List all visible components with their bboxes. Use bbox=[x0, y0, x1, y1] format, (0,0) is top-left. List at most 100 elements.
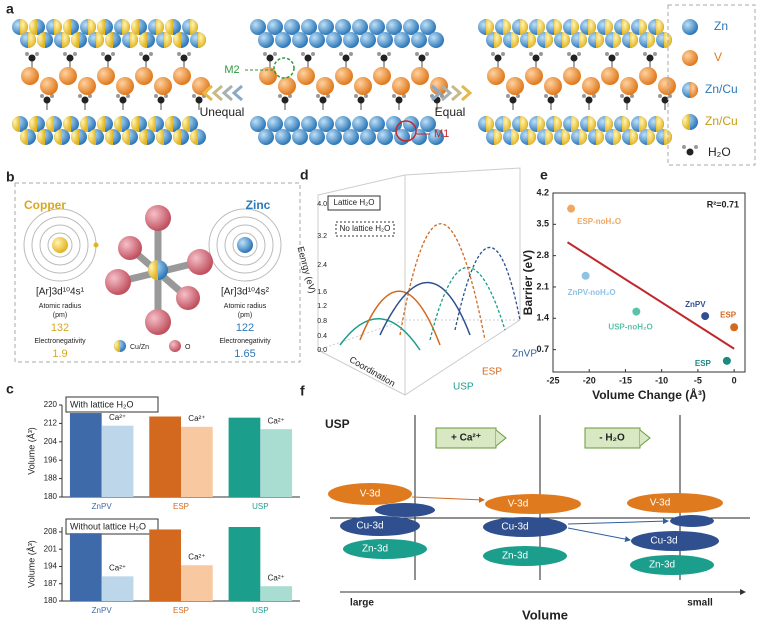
chevron bbox=[451, 84, 463, 102]
atom-half bbox=[571, 19, 579, 35]
curve bbox=[359, 290, 441, 346]
chevron bbox=[221, 84, 233, 102]
bar-annotation: Ca²⁺ bbox=[268, 573, 285, 582]
atom bbox=[258, 32, 274, 48]
tick-label: 1.2 bbox=[317, 303, 327, 310]
h bbox=[516, 94, 520, 98]
atom-v bbox=[354, 77, 372, 95]
y-tick-label: 201 bbox=[44, 544, 58, 553]
atom-half bbox=[545, 32, 553, 48]
atom bbox=[403, 19, 419, 35]
atom-half bbox=[28, 32, 36, 48]
h bbox=[392, 94, 396, 98]
atom-v bbox=[544, 77, 562, 95]
o bbox=[418, 54, 426, 62]
atom-half bbox=[579, 32, 587, 48]
property-value: 122 bbox=[236, 322, 254, 334]
bar-annotation: Ca²⁺ bbox=[109, 563, 126, 572]
point-label: ESP bbox=[695, 359, 712, 368]
atom-half bbox=[613, 129, 621, 145]
atom-half bbox=[537, 19, 545, 35]
panel-label: f bbox=[300, 383, 305, 399]
x-tick-label: ESP bbox=[173, 606, 189, 615]
h bbox=[126, 94, 130, 98]
h bbox=[425, 52, 429, 56]
shell bbox=[208, 208, 282, 282]
h bbox=[668, 94, 672, 98]
curve bbox=[399, 223, 486, 341]
atom-half bbox=[46, 116, 54, 132]
y-tick-label: 2.1 bbox=[536, 281, 549, 291]
orbital bbox=[630, 555, 714, 575]
shell bbox=[31, 216, 89, 274]
shell bbox=[216, 216, 274, 274]
y-tick-label: 0.7 bbox=[536, 344, 549, 354]
atom-half bbox=[528, 32, 536, 48]
legend-swatch bbox=[169, 340, 181, 352]
atom bbox=[377, 129, 393, 145]
o bbox=[43, 96, 51, 104]
atom-half bbox=[97, 116, 105, 132]
o bbox=[281, 96, 289, 104]
h bbox=[349, 52, 353, 56]
point bbox=[632, 307, 641, 316]
atom bbox=[386, 19, 402, 35]
bar bbox=[69, 413, 102, 497]
atom-half bbox=[613, 32, 621, 48]
x-tick-label: 0 bbox=[732, 375, 737, 385]
tick-label: 0.4 bbox=[317, 333, 327, 340]
point-label: ZnPV-noH₂O bbox=[568, 288, 616, 297]
h bbox=[78, 94, 82, 98]
atom bbox=[369, 116, 385, 132]
atom-half bbox=[156, 129, 164, 145]
atom-v bbox=[658, 77, 676, 95]
shell bbox=[47, 232, 73, 258]
atom-half bbox=[63, 19, 71, 35]
y-tick-label: 187 bbox=[44, 579, 58, 588]
legend-swatch bbox=[682, 19, 698, 35]
atom-half bbox=[520, 116, 528, 132]
point-label: USP-noH₂O bbox=[608, 323, 652, 332]
h bbox=[377, 52, 381, 56]
atom bbox=[301, 19, 317, 35]
plot3d-frame bbox=[317, 167, 521, 396]
atom-half bbox=[54, 129, 62, 145]
bar-annotation: Ca²⁺ bbox=[188, 414, 205, 423]
atom bbox=[369, 19, 385, 35]
atom-half bbox=[88, 19, 96, 35]
panel-box bbox=[14, 182, 301, 363]
config: [Ar]3d¹⁰4s¹ bbox=[36, 287, 85, 298]
atom-v bbox=[154, 77, 172, 95]
h bbox=[620, 94, 624, 98]
atom bbox=[411, 129, 427, 145]
h bbox=[339, 52, 343, 56]
axis-title: Volume bbox=[522, 607, 568, 622]
o bbox=[142, 54, 150, 62]
atom-half bbox=[54, 19, 62, 35]
atom-half bbox=[537, 116, 545, 132]
point bbox=[722, 356, 731, 365]
atom bbox=[258, 129, 274, 145]
atom-half bbox=[139, 32, 147, 48]
atom bbox=[335, 116, 351, 132]
oxygen bbox=[145, 205, 171, 231]
legend-label: Zn/Cu bbox=[705, 82, 738, 96]
bar bbox=[181, 426, 213, 497]
oxygen bbox=[145, 309, 171, 335]
atom-v bbox=[411, 67, 429, 85]
h bbox=[88, 94, 92, 98]
axis-end: large bbox=[350, 598, 374, 609]
nucleus bbox=[237, 237, 253, 253]
atom-half bbox=[486, 19, 494, 35]
atom-half bbox=[588, 116, 596, 132]
atom-v bbox=[639, 67, 657, 85]
h bbox=[154, 94, 158, 98]
atom-half bbox=[639, 19, 647, 35]
transition-arrow bbox=[411, 496, 485, 503]
bar-annotation: Ca²⁺ bbox=[188, 552, 205, 561]
h bbox=[187, 52, 191, 56]
chevron bbox=[431, 84, 443, 102]
h bbox=[630, 94, 634, 98]
transition-arrow bbox=[567, 518, 669, 525]
curve bbox=[339, 318, 421, 351]
